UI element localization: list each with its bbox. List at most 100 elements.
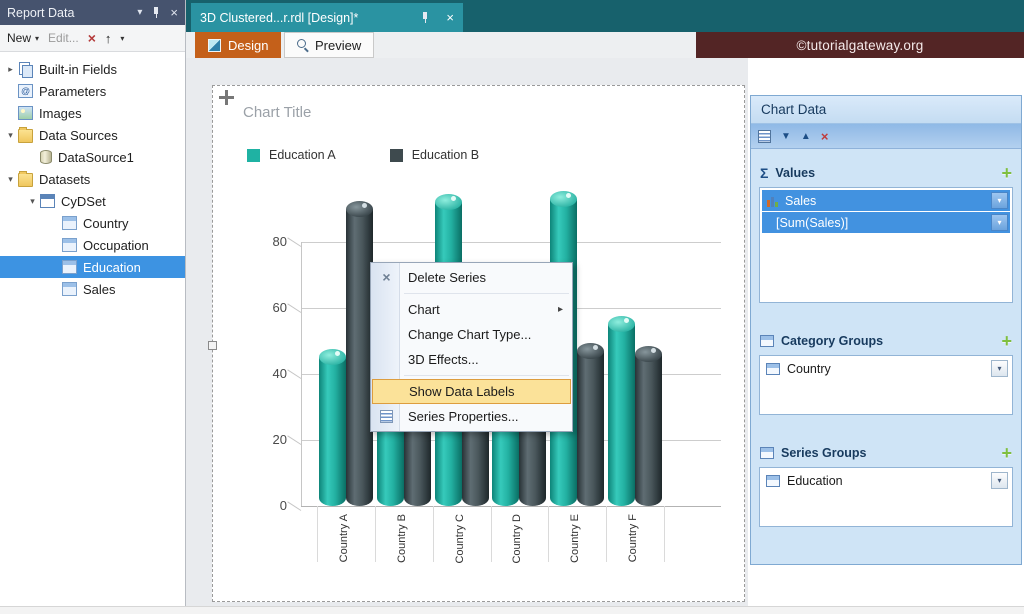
preview-icon xyxy=(297,39,309,51)
move-up-icon[interactable]: ↑ xyxy=(105,31,112,46)
tree-item-sales[interactable]: Sales xyxy=(0,278,185,300)
dropdown-button[interactable]: ▾ xyxy=(991,360,1008,377)
field-row-education[interactable]: Education▾ xyxy=(762,470,1010,491)
axis-tick xyxy=(287,237,301,247)
close-icon[interactable]: × xyxy=(446,10,454,25)
pin-icon[interactable] xyxy=(150,6,162,19)
tree-item-label: CyDSet xyxy=(61,194,106,209)
tree-item-built-in-fields[interactable]: ▸Built-in Fields xyxy=(0,58,185,80)
x-axis-label: Country C xyxy=(454,514,467,564)
menu-item-chart[interactable]: Chart▸ xyxy=(371,297,572,322)
delete-field-icon[interactable]: × xyxy=(821,129,829,144)
x-axis-label: Country F xyxy=(627,514,640,562)
view-tab-row: Design Preview ©tutorialgateway.org xyxy=(186,32,1024,58)
cylinder-body xyxy=(635,354,662,506)
dropdown-button[interactable]: ▾ xyxy=(991,192,1008,209)
horizontal-scrollbar[interactable] xyxy=(0,606,1024,614)
expander-expanded-icon[interactable]: ▾ xyxy=(4,174,17,185)
menu-separator xyxy=(404,375,569,376)
sigma-icon: Σ xyxy=(760,165,768,181)
chart-data-panel-title: Chart Data xyxy=(751,96,1021,123)
chart-field-icon xyxy=(766,195,779,207)
cylinder-body xyxy=(577,351,604,506)
values-label: Values xyxy=(775,166,815,180)
category-groups-header: Category Groups + xyxy=(751,329,1021,353)
tree-item-images[interactable]: Images xyxy=(0,102,185,124)
chart-data-toolbar: ▼ ▲ × xyxy=(751,123,1021,149)
dropdown-button[interactable]: ▾ xyxy=(991,214,1008,231)
brand-banner: ©tutorialgateway.org xyxy=(696,32,1024,58)
move-up-icon[interactable]: ▲ xyxy=(801,131,811,142)
tab-design[interactable]: Design xyxy=(195,32,281,58)
delete-icon[interactable]: × xyxy=(88,30,96,46)
field-list-icon[interactable] xyxy=(758,130,771,143)
add-category-group-button[interactable]: + xyxy=(1001,332,1012,350)
category-tick-line xyxy=(317,506,318,562)
tree-item-label: Images xyxy=(39,106,82,121)
report-data-title: Report Data xyxy=(7,6,129,20)
report-data-panel: Report Data ▾ × New ▾ Edit... × ↑ ▾ ▸Bui… xyxy=(0,0,186,614)
expander-expanded-icon[interactable]: ▾ xyxy=(26,196,39,207)
panel-menu-caret-icon[interactable]: ▾ xyxy=(137,7,142,18)
cylinder-body xyxy=(608,324,635,506)
tree-item-country[interactable]: Country xyxy=(0,212,185,234)
add-value-button[interactable]: + xyxy=(1001,164,1012,182)
menu-item-show-data-labels[interactable]: Show Data Labels xyxy=(372,379,571,404)
axis-tick xyxy=(287,501,301,511)
category-tick-line xyxy=(548,506,549,562)
edit-button[interactable]: Edit... xyxy=(48,31,79,45)
document-tab[interactable]: 3D Clustered...r.rdl [Design]* × xyxy=(191,3,463,32)
field-row-sales[interactable]: Sales▾ xyxy=(762,190,1010,211)
cylinder-education-b-country-e[interactable] xyxy=(577,351,604,506)
close-icon[interactable]: × xyxy=(170,5,178,20)
cylinder-education-a-country-a[interactable] xyxy=(319,357,346,506)
tree-item-occupation[interactable]: Occupation xyxy=(0,234,185,256)
field-label: [Sum(Sales)] xyxy=(776,216,991,230)
menu-item-label: Change Chart Type... xyxy=(408,327,531,342)
tree-item-label: Datasets xyxy=(39,172,90,187)
field-row-country[interactable]: Country▾ xyxy=(762,358,1010,379)
new-button[interactable]: New ▾ xyxy=(7,31,39,45)
x-axis-label: Country E xyxy=(569,514,582,563)
tree-item-label: Sales xyxy=(83,282,116,297)
y-axis-label: 40 xyxy=(257,366,287,381)
x-axis-line xyxy=(301,506,721,507)
tree-item-datasource1[interactable]: DataSource1 xyxy=(0,146,185,168)
cylinder-body xyxy=(346,209,373,506)
context-menu: ×Delete Series Chart▸ Change Chart Type...… xyxy=(370,262,573,432)
menu-item-delete-series[interactable]: ×Delete Series xyxy=(371,265,572,290)
folder-icon xyxy=(18,173,33,187)
category-groups-label: Category Groups xyxy=(781,334,883,348)
category-tick-line xyxy=(491,506,492,562)
cylinder-education-a-country-f[interactable] xyxy=(608,324,635,506)
expander-collapsed-icon[interactable]: ▸ xyxy=(4,64,17,75)
menu-item-series-properties[interactable]: Series Properties... xyxy=(371,404,572,429)
field-icon xyxy=(62,260,77,274)
tree-item-data-sources[interactable]: ▾Data Sources xyxy=(0,124,185,146)
pin-icon[interactable] xyxy=(419,11,431,24)
tab-preview[interactable]: Preview xyxy=(284,32,374,58)
field-icon xyxy=(62,216,77,230)
tree-item-datasets[interactable]: ▾ Datasets xyxy=(0,168,185,190)
field-row-sum-sales[interactable]: [Sum(Sales)]▾ xyxy=(762,212,1010,233)
cylinder-education-b-country-a[interactable] xyxy=(346,209,373,506)
table-icon xyxy=(760,447,774,459)
axis-tick xyxy=(287,435,301,445)
move-down-icon[interactable]: ▼ xyxy=(781,131,791,142)
tree-item-education[interactable]: Education xyxy=(0,256,185,278)
series-groups-header: Series Groups + xyxy=(751,441,1021,465)
add-series-group-button[interactable]: + xyxy=(1001,444,1012,462)
cylinder-education-b-country-f[interactable] xyxy=(635,354,662,506)
menu-item-3d-effects[interactable]: 3D Effects... xyxy=(371,347,572,372)
chart-data-panel: Chart Data ▼ ▲ × Σ Values + Sales▾[Sum(S… xyxy=(750,95,1022,565)
expander-expanded-icon[interactable]: ▾ xyxy=(4,130,17,141)
tree-item-cydset[interactable]: ▾ CyDSet xyxy=(0,190,185,212)
parameters-icon xyxy=(18,84,33,98)
dropdown-button[interactable]: ▾ xyxy=(991,472,1008,489)
series-groups-list: Education▾ xyxy=(759,467,1013,527)
tree-item-parameters[interactable]: Parameters xyxy=(0,80,185,102)
chevron-down-icon[interactable]: ▾ xyxy=(120,34,124,43)
y-axis-label: 20 xyxy=(257,432,287,447)
menu-item-change-chart-type[interactable]: Change Chart Type... xyxy=(371,322,572,347)
design-view-icon xyxy=(208,39,221,52)
